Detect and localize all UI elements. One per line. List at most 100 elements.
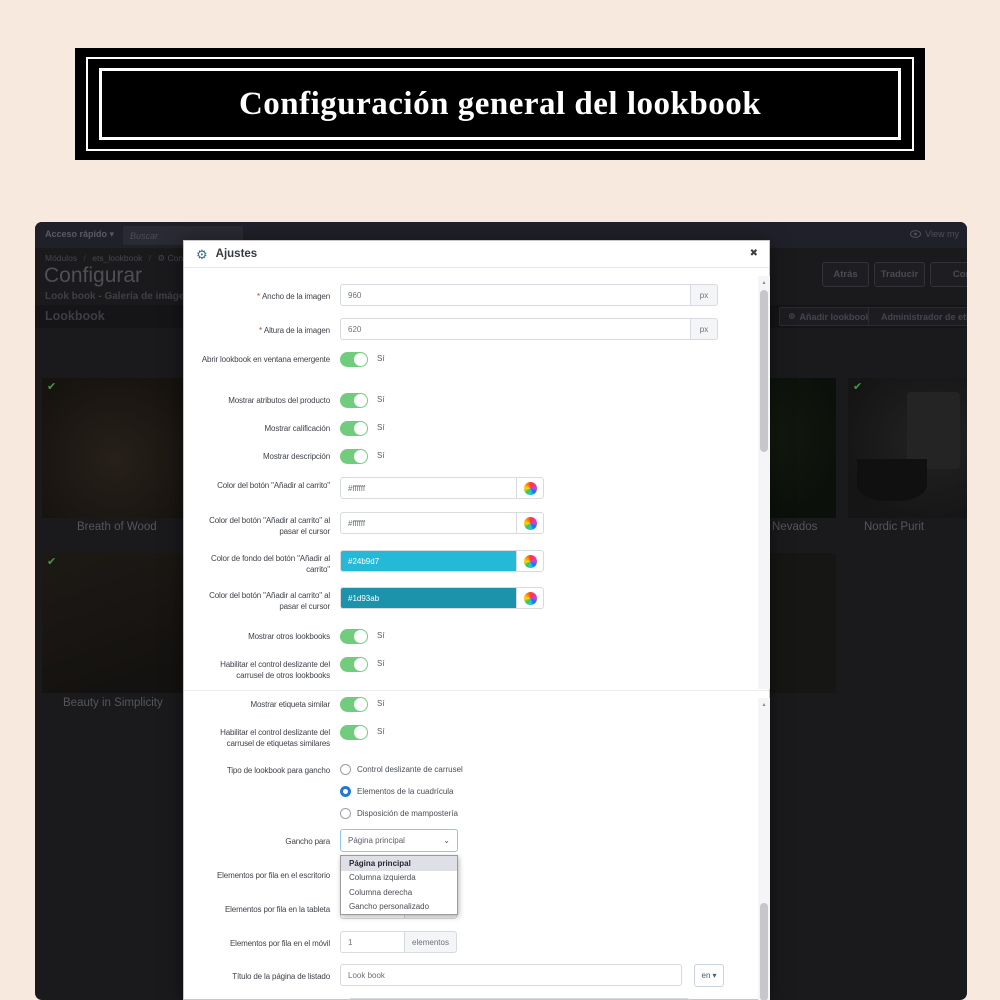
scrollbar-thumb[interactable] — [760, 903, 768, 1000]
hook-type-group: Tipo de lookbook para gancho Control des… — [192, 764, 752, 830]
color-picker-button[interactable] — [516, 550, 544, 572]
toggle-row-similar-slider: Habilitar el control deslizante del carr… — [192, 724, 752, 749]
color-input[interactable]: #ffffff — [340, 477, 516, 499]
toggle-state-label: Sí — [377, 631, 385, 640]
hook-for-select[interactable]: Página principal ⌄ — [340, 829, 458, 852]
scroll-up-icon[interactable]: ▴ — [758, 276, 770, 288]
per-row-tablet-row: Elementos por fila en la tableta — [192, 897, 752, 919]
radio-option-carousel[interactable]: Control deslizante de carrusel — [340, 764, 463, 775]
field-label: Mostrar otros lookbooks — [248, 632, 330, 641]
dropdown-option-right-column[interactable]: Columna derecha — [349, 887, 413, 897]
field-label: Elementos por fila en la tableta — [224, 905, 330, 914]
color-picker-button[interactable] — [516, 512, 544, 534]
check-icon[interactable]: ✔ — [47, 556, 57, 568]
radio-icon — [340, 808, 351, 819]
add-lookbook-label: Añadir lookbook — [799, 311, 871, 322]
radio-option-grid[interactable]: Elementos de la cuadrícula — [340, 786, 463, 797]
field-label: Habilitar el control deslizante del carr… — [220, 728, 330, 748]
close-icon[interactable]: ✖ — [749, 248, 758, 259]
quick-access-label: Acceso rápido — [45, 229, 108, 239]
card-caption: Breath of Wood — [77, 521, 157, 533]
dropdown-option-left-column[interactable]: Columna izquierda — [349, 873, 416, 883]
page-subtitle: Look book - Galería de imágenes — [45, 291, 202, 302]
toggle-switch[interactable] — [340, 629, 368, 644]
card-caption: Nordic Purit — [864, 521, 925, 533]
panel-divider — [184, 690, 769, 691]
modal-title: Ajustes — [215, 248, 258, 260]
toggle-row-other-lookbooks: Mostrar otros lookbooks Sí — [192, 628, 752, 644]
toggle-state-label: Sí — [377, 699, 385, 708]
chevron-down-icon: ▾ — [712, 971, 717, 980]
banner-title: Configuración general del lookbook — [238, 85, 762, 122]
toggle-state-label: Sí — [377, 354, 385, 363]
color-row-button-bg: Color de fondo del botón "Añadir al carr… — [192, 550, 752, 575]
dropdown-option-home[interactable]: Página principal — [341, 856, 457, 871]
view-my-shop-label: View my — [925, 229, 959, 239]
toggle-switch[interactable] — [340, 657, 368, 672]
back-button[interactable]: Atrás — [822, 262, 869, 287]
image-width-input[interactable]: 960 — [340, 284, 690, 306]
configure-button[interactable]: Confi — [930, 262, 967, 287]
unit-suffix: px — [690, 284, 718, 306]
color-picker-button[interactable] — [516, 477, 544, 499]
color-input[interactable]: #24b9d7 — [340, 550, 516, 572]
gear-icon: ⚙ — [196, 246, 208, 262]
toggle-row-description: Mostrar descripción Sí — [192, 448, 752, 464]
dropdown-option-custom-hook[interactable]: Gancho personalizado — [349, 902, 430, 912]
radio-option-masonry[interactable]: Disposición de mampostería — [340, 808, 463, 819]
toggle-switch[interactable] — [340, 697, 368, 712]
unit-suffix: px — [690, 318, 718, 340]
field-label: Color del botón "Añadir al carrito" al p… — [209, 516, 330, 536]
translate-button[interactable]: Traducir — [874, 262, 925, 287]
field-label: Gancho para — [285, 837, 330, 846]
image-height-input[interactable]: 620 — [340, 318, 690, 340]
toggle-row-similar-tag: Mostrar etiqueta similar Sí — [192, 696, 752, 712]
card-caption: Nevados — [772, 521, 818, 533]
field-label: Elementos por fila en el móvil — [230, 939, 330, 948]
field-label: Color del botón "Añadir al carrito" — [217, 481, 330, 490]
check-icon[interactable]: ✔ — [853, 381, 863, 393]
color-input[interactable]: #ffffff — [340, 512, 516, 534]
scrollbar-thumb[interactable] — [760, 290, 768, 452]
settings-modal: ⚙ Ajustes ✖ * Ancho de la imagen 960 px *… — [183, 240, 770, 1000]
color-input[interactable]: #1d93ab — [340, 587, 516, 609]
language-selector[interactable]: en ▾ — [694, 964, 724, 987]
per-row-mobile-input[interactable]: 1 — [340, 931, 404, 953]
language-code: en — [701, 971, 711, 980]
listing-title-row: Título de la página de listado Look book… — [192, 964, 752, 987]
banner: Configuración general del lookbook — [75, 48, 925, 160]
panel-title: Lookbook — [45, 309, 105, 323]
tag-manager-button[interactable]: Administrador de etique — [868, 307, 967, 326]
toggle-switch[interactable] — [340, 725, 368, 740]
lookbook-card-image[interactable] — [848, 378, 967, 518]
radio-icon — [340, 764, 351, 775]
breadcrumb-module-name[interactable]: ets_lookbook — [92, 253, 143, 263]
search-placeholder: Buscar — [130, 230, 159, 241]
toggle-switch[interactable] — [340, 449, 368, 464]
quick-access-menu[interactable]: Acceso rápido ▾ — [45, 229, 114, 240]
view-my-shop-link[interactable]: View my — [910, 229, 959, 239]
toggle-row-popup: Abrir lookbook en ventana emergente Sí — [192, 351, 752, 367]
field-label: Color de fondo del botón "Añadir al carr… — [210, 554, 330, 574]
check-icon[interactable]: ✔ — [47, 381, 57, 393]
listing-title-input[interactable]: Look book — [340, 964, 682, 986]
toggle-switch[interactable] — [340, 393, 368, 408]
breadcrumb-modules[interactable]: Módulos — [45, 253, 78, 263]
scroll-up-icon[interactable]: ▴ — [758, 698, 770, 710]
field-label: Elementos por fila en el escritorio — [216, 871, 330, 880]
eye-icon — [910, 230, 922, 238]
toggle-switch[interactable] — [340, 352, 368, 367]
field-label: Mostrar atributos del producto — [228, 396, 330, 405]
hook-for-row: Gancho para Página principal ⌄ — [192, 829, 752, 852]
add-lookbook-button[interactable]: ⊕ Añadir lookbook — [779, 307, 880, 326]
field-label: Título de la página de listado — [232, 972, 330, 981]
card-caption: Beauty in Simplicity — [63, 697, 163, 709]
toggle-switch[interactable] — [340, 421, 368, 436]
chevron-down-icon: ⌄ — [443, 836, 450, 845]
field-label: * Ancho de la imagen — [257, 292, 330, 301]
toggle-row-attributes: Mostrar atributos del producto Sí — [192, 392, 752, 408]
card-photo-shape — [857, 459, 928, 502]
per-row-mobile-row: Elementos por fila en el móvil 1 element… — [192, 931, 752, 953]
field-label: Abrir lookbook en ventana emergente — [201, 355, 330, 364]
color-picker-button[interactable] — [516, 587, 544, 609]
